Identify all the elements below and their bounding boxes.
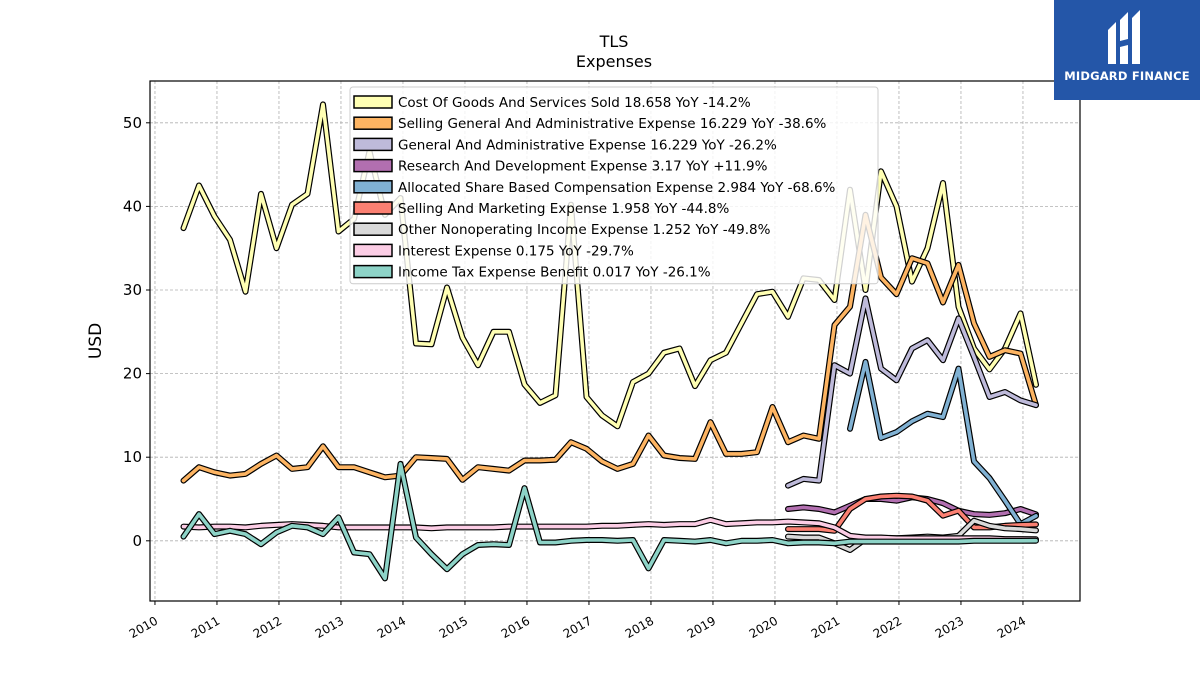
y-tick-label: 30	[123, 281, 142, 299]
x-tick-label: 2016	[499, 614, 532, 641]
y-tick-label: 0	[132, 532, 142, 550]
legend-swatch	[353, 201, 393, 215]
x-tick-label: 2014	[375, 614, 408, 641]
legend-entry: Cost Of Goods And Services Sold 18.658 Y…	[398, 95, 751, 111]
legend: Cost Of Goods And Services Sold 18.658 Y…	[349, 86, 879, 285]
series-line-allocated-share-based-compensation-expense	[848, 360, 1038, 526]
y-tick-label: 20	[123, 365, 142, 383]
y-tick-label: 10	[123, 448, 142, 466]
legend-swatch	[353, 243, 393, 258]
brand-mark-icon	[1108, 10, 1140, 64]
series-line-cost-of-goods-and-services-sold	[181, 102, 1038, 429]
legend-swatch	[353, 264, 393, 279]
x-tick-label: 2018	[623, 614, 656, 641]
legend-entry: Selling General And Administrative Expen…	[398, 116, 827, 132]
legend-entry: Selling And Marketing Expense 1.958 YoY …	[398, 201, 729, 217]
legend-entry: Research And Development Expense 3.17 Yo…	[398, 159, 768, 175]
y-tick-label: 50	[123, 114, 142, 132]
midgard-finance-logo: MIDGARD FINANCE	[1054, 0, 1200, 100]
x-tick-label: 2022	[871, 614, 904, 641]
legend-swatch	[353, 180, 393, 194]
series-lines	[180, 101, 1039, 582]
chart-subtitle: Expenses	[576, 52, 652, 71]
chart-title: TLS	[599, 32, 629, 51]
series-line-interest-expense	[181, 518, 1038, 542]
legend-entry: Other Nonoperating Income Expense 1.252 …	[398, 222, 771, 238]
x-tick-label: 2020	[747, 614, 780, 641]
x-tick-label: 2019	[685, 614, 718, 641]
x-tick-label: 2011	[189, 614, 222, 641]
legend-swatch	[353, 116, 393, 130]
x-tick-label: 2024	[995, 614, 1028, 641]
x-tick-label: 2021	[809, 614, 842, 641]
y-axis-label: USD	[86, 323, 106, 359]
legend-box	[349, 86, 879, 285]
series-line-selling-general-and-administrative-expense	[181, 213, 1038, 483]
legend-swatch	[353, 137, 393, 152]
legend-entry: Allocated Share Based Compensation Expen…	[398, 180, 836, 196]
series-line-general-and-administrative-expense	[786, 296, 1038, 488]
brand-name: MIDGARD FINANCE	[1064, 69, 1190, 83]
legend-swatch	[353, 95, 393, 109]
series-line-income-tax-expense-benefit	[181, 462, 1038, 581]
legend-swatch	[353, 158, 393, 173]
legend-entry: Income Tax Expense Benefit 0.017 YoY -26…	[398, 265, 711, 281]
series-outline-income-tax-expense-benefit	[180, 460, 1039, 582]
x-tick-label: 2015	[437, 614, 470, 641]
legend-swatch	[353, 222, 393, 236]
plot-frame	[149, 80, 1081, 602]
x-tick-label: 2013	[313, 614, 346, 641]
x-tick-label: 2017	[561, 614, 594, 641]
x-tick-label: 2023	[933, 614, 966, 641]
legend-entry: General And Administrative Expense 16.22…	[398, 137, 777, 153]
x-tick-label: 2012	[251, 614, 284, 641]
y-tick-label: 40	[123, 197, 142, 215]
legend-entry: Interest Expense 0.175 YoY -29.7%	[398, 243, 634, 259]
x-tick-label: 2010	[127, 614, 160, 641]
